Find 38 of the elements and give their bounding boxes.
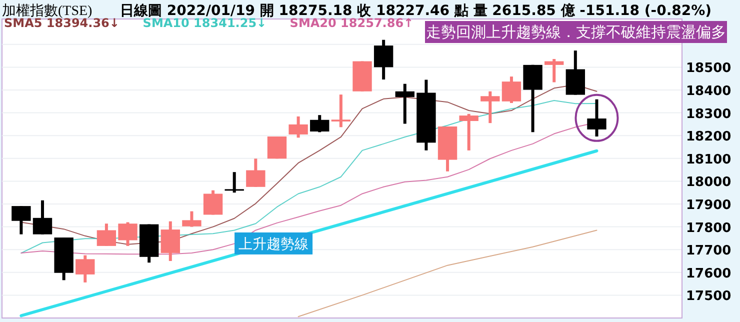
annotation: 走勢回測上升趨勢線．支撐不破維持震盪偏多 [426,23,726,41]
candlestick [288,116,308,138]
candlestick [118,222,138,246]
candlestick [224,172,244,193]
chart-title: 加權指數(TSE) [2,3,93,19]
y-tick-label: 17500 [686,289,732,304]
candlestick [246,158,266,187]
candlestick [459,114,478,150]
text: SMA20 18257.86↑ [290,16,414,30]
candlestick [32,200,52,234]
candlestick [96,224,116,246]
y-tick-label: 18200 [686,130,732,145]
annotation: 上升趨勢線 [238,236,309,252]
candlestick [76,255,95,282]
candlestick [587,99,606,137]
candlestick [267,136,287,159]
candlestick [480,91,500,124]
y-tick-label: 17700 [686,244,732,259]
y-tick-label: 18500 [686,61,732,76]
text: SMA10 18341.25↓ [142,16,267,30]
y-tick-label: 18100 [686,152,732,168]
candlestick [502,76,522,103]
candlestick [12,206,31,234]
chart-subtitle: 日線圖 2022/01/19 開 18275.18 收 18227.46 點 量 2615.85 億 -151.18 (-0.82%) [120,2,712,19]
y-tick-label: 17900 [686,198,732,213]
candlestick [544,58,564,82]
y-tick-label: 17600 [686,266,732,282]
candlestick [310,115,330,132]
y-tick-label: 17800 [686,220,732,236]
candlestick [203,190,223,215]
candlestick [182,211,202,227]
candlestick [374,40,394,80]
y-tick-label: 18000 [686,175,732,190]
candlestick [395,84,414,124]
y-tick-label: 18300 [686,106,732,122]
candlestick [160,221,180,261]
y-tick-label: 18400 [686,84,732,99]
candlestick [331,94,351,128]
